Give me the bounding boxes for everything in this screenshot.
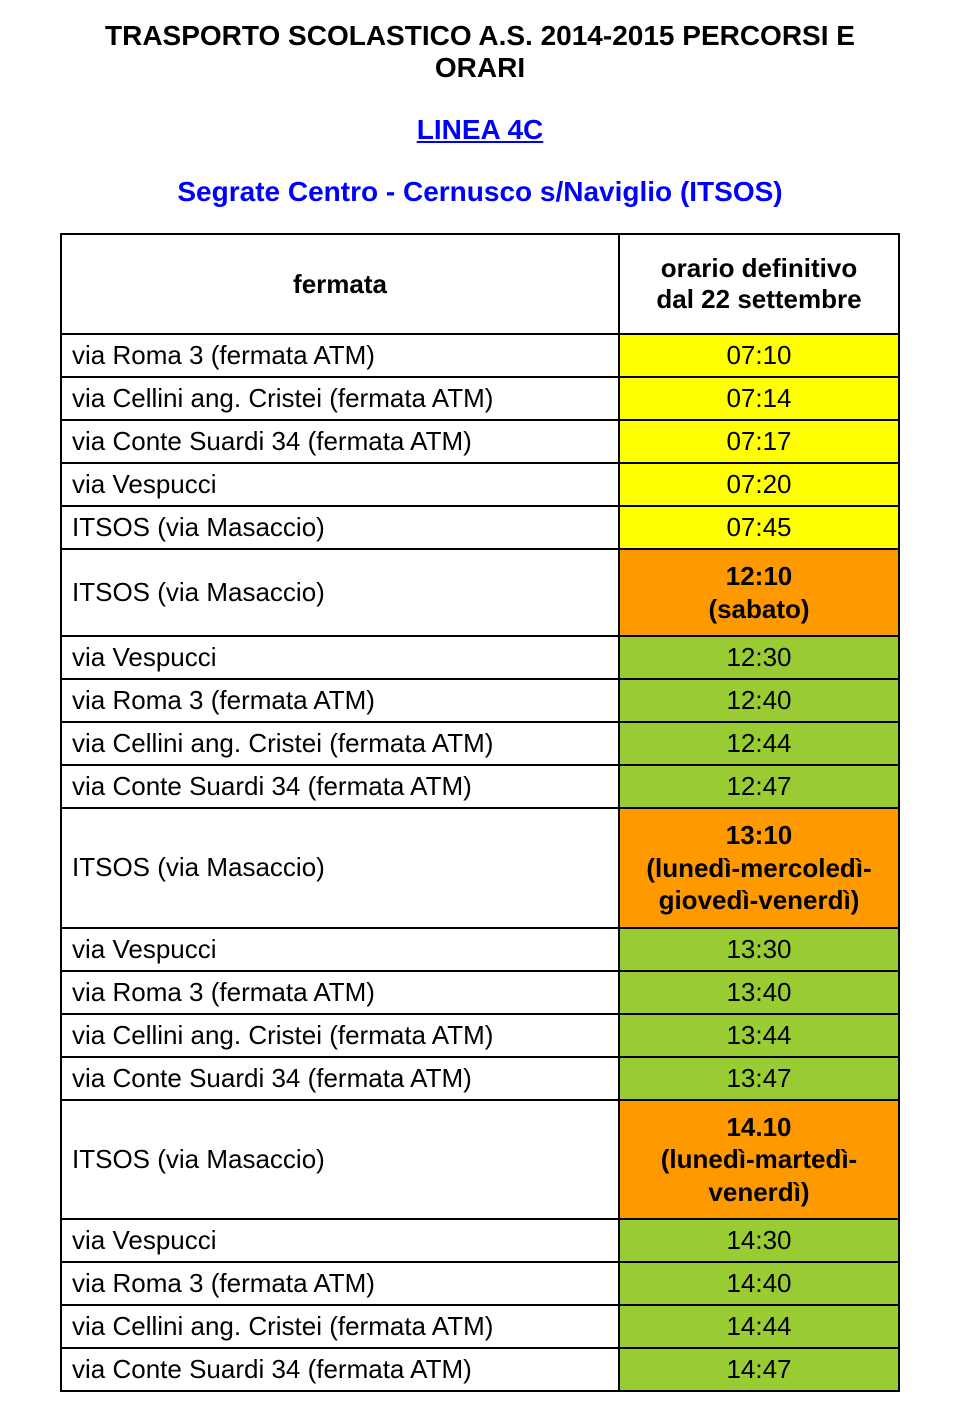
timetable: fermata orario definitivo dal 22 settemb… [60, 233, 900, 1392]
time-cell: 12:44 [619, 722, 899, 765]
route-name: Segrate Centro - Cernusco s/Naviglio (IT… [60, 176, 900, 208]
table-header-row: fermata orario definitivo dal 22 settemb… [61, 234, 899, 334]
stop-cell: via Roma 3 (fermata ATM) [61, 971, 619, 1014]
table-row: via Vespucci 13:30 [61, 928, 899, 971]
table-row: via Cellini ang. Cristei (fermata ATM) 1… [61, 722, 899, 765]
table-row: via Conte Suardi 34 (fermata ATM) 12:47 [61, 765, 899, 808]
origin-time-line: 14.10 [630, 1111, 888, 1144]
stop-cell: via Cellini ang. Cristei (fermata ATM) [61, 1305, 619, 1348]
table-row: ITSOS (via Masaccio) 14.10 (lunedì-marte… [61, 1100, 899, 1220]
origin-time-line: 13:10 [630, 819, 888, 852]
stop-cell: via Roma 3 (fermata ATM) [61, 334, 619, 377]
table-row: ITSOS (via Masaccio) 12:10 (sabato) [61, 549, 899, 636]
time-cell: 12:30 [619, 636, 899, 679]
time-cell: 13:30 [619, 928, 899, 971]
time-cell: 07:10 [619, 334, 899, 377]
time-cell: 13:47 [619, 1057, 899, 1100]
header-time-line2: dal 22 settembre [630, 284, 888, 315]
origin-time-line: (lunedì-martedì- [630, 1143, 888, 1176]
table-row: ITSOS (via Masaccio) 07:45 [61, 506, 899, 549]
time-cell: 14:44 [619, 1305, 899, 1348]
time-cell: 12:40 [619, 679, 899, 722]
stop-cell: ITSOS (via Masaccio) [61, 506, 619, 549]
time-cell: 07:17 [619, 420, 899, 463]
stop-cell: via Conte Suardi 34 (fermata ATM) [61, 420, 619, 463]
stop-cell: via Vespucci [61, 463, 619, 506]
time-cell: 13:40 [619, 971, 899, 1014]
table-row: via Conte Suardi 34 (fermata ATM) 13:47 [61, 1057, 899, 1100]
stop-cell: via Cellini ang. Cristei (fermata ATM) [61, 377, 619, 420]
time-cell-origin: 12:10 (sabato) [619, 549, 899, 636]
table-row: via Cellini ang. Cristei (fermata ATM) 1… [61, 1305, 899, 1348]
time-cell: 14:47 [619, 1348, 899, 1391]
time-cell-origin: 14.10 (lunedì-martedì- venerdì) [619, 1100, 899, 1220]
stop-cell: via Roma 3 (fermata ATM) [61, 1262, 619, 1305]
table-row: via Vespucci 07:20 [61, 463, 899, 506]
stop-cell: via Vespucci [61, 636, 619, 679]
origin-time-line: (lunedì-mercoledì- [630, 852, 888, 885]
origin-time-line: 12:10 [630, 560, 888, 593]
time-cell: 07:45 [619, 506, 899, 549]
stop-cell: via Conte Suardi 34 (fermata ATM) [61, 765, 619, 808]
stop-cell: via Cellini ang. Cristei (fermata ATM) [61, 1014, 619, 1057]
origin-time-line: giovedì-venerdì) [630, 884, 888, 917]
time-cell: 13:44 [619, 1014, 899, 1057]
table-row: via Vespucci 12:30 [61, 636, 899, 679]
stop-cell: ITSOS (via Masaccio) [61, 808, 619, 928]
header-time-line1: orario definitivo [630, 253, 888, 284]
table-row: via Roma 3 (fermata ATM) 14:40 [61, 1262, 899, 1305]
time-cell-origin: 13:10 (lunedì-mercoledì- giovedì-venerdì… [619, 808, 899, 928]
table-row: via Roma 3 (fermata ATM) 07:10 [61, 334, 899, 377]
time-cell: 12:47 [619, 765, 899, 808]
table-row: via Cellini ang. Cristei (fermata ATM) 0… [61, 377, 899, 420]
document-title: TRASPORTO SCOLASTICO A.S. 2014-2015 PERC… [60, 20, 900, 84]
stop-cell: via Vespucci [61, 1219, 619, 1262]
time-cell: 07:20 [619, 463, 899, 506]
table-row: via Conte Suardi 34 (fermata ATM) 07:17 [61, 420, 899, 463]
table-row: via Roma 3 (fermata ATM) 13:40 [61, 971, 899, 1014]
origin-time-line: (sabato) [630, 593, 888, 626]
stop-cell: ITSOS (via Masaccio) [61, 549, 619, 636]
origin-time-line: venerdì) [630, 1176, 888, 1209]
table-row: via Conte Suardi 34 (fermata ATM) 14:47 [61, 1348, 899, 1391]
time-cell: 14:30 [619, 1219, 899, 1262]
time-cell: 14:40 [619, 1262, 899, 1305]
stop-cell: via Cellini ang. Cristei (fermata ATM) [61, 722, 619, 765]
table-row: via Roma 3 (fermata ATM) 12:40 [61, 679, 899, 722]
stop-cell: via Vespucci [61, 928, 619, 971]
stop-cell: via Roma 3 (fermata ATM) [61, 679, 619, 722]
stop-cell: ITSOS (via Masaccio) [61, 1100, 619, 1220]
table-row: via Cellini ang. Cristei (fermata ATM) 1… [61, 1014, 899, 1057]
line-name: LINEA 4C [60, 114, 900, 146]
time-cell: 07:14 [619, 377, 899, 420]
header-time: orario definitivo dal 22 settembre [619, 234, 899, 334]
table-row: via Vespucci 14:30 [61, 1219, 899, 1262]
header-stop: fermata [61, 234, 619, 334]
stop-cell: via Conte Suardi 34 (fermata ATM) [61, 1348, 619, 1391]
table-row: ITSOS (via Masaccio) 13:10 (lunedì-merco… [61, 808, 899, 928]
stop-cell: via Conte Suardi 34 (fermata ATM) [61, 1057, 619, 1100]
